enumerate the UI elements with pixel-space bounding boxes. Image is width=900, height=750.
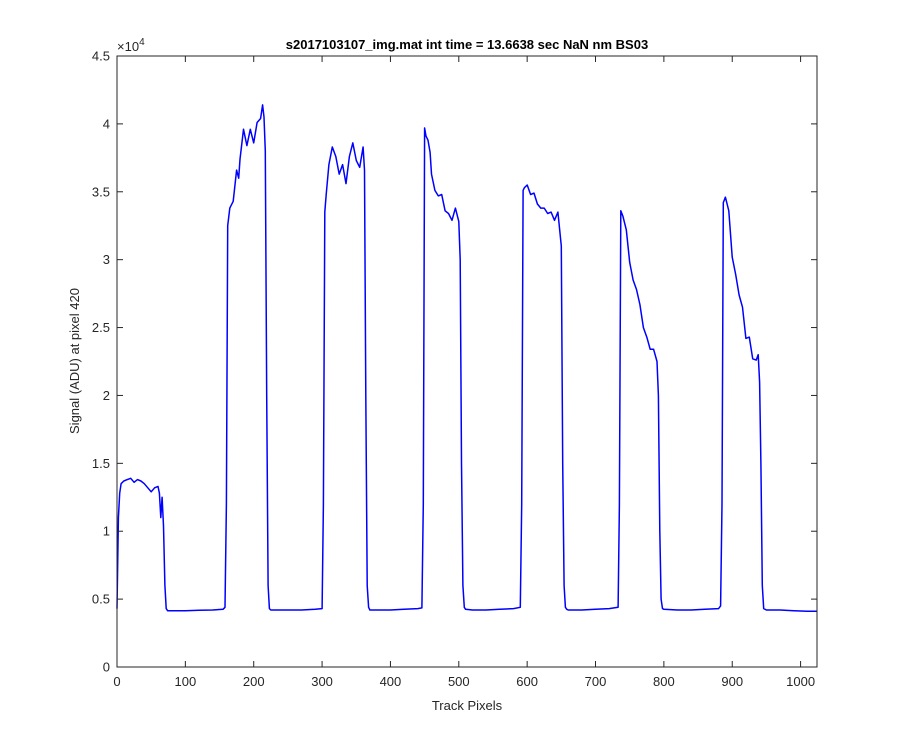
y-tick-label: 3 — [103, 252, 110, 267]
y-axis: 0 0.5 1 1.5 2 2.5 3 3.5 4 4.5 — [92, 49, 817, 675]
x-tick-label: 900 — [721, 674, 743, 689]
y-tick-label: 3.5 — [92, 184, 110, 199]
y-tick-label: 1.5 — [92, 456, 110, 471]
x-tick-label: 600 — [516, 674, 538, 689]
y-tick-label: 2 — [103, 388, 110, 403]
x-axis: 0 100 200 300 400 500 600 700 800 900 1000 — [113, 56, 815, 689]
x-tick-label: 400 — [380, 674, 402, 689]
y-tick-label: 1 — [103, 524, 110, 539]
axes-box — [116, 55, 818, 668]
x-tick-label: 0 — [113, 674, 120, 689]
x-tick-label: 1000 — [786, 674, 815, 689]
y-tick-label: 0.5 — [92, 592, 110, 607]
x-tick-label: 700 — [585, 674, 607, 689]
y-tick-label: 4 — [103, 116, 110, 131]
y-axis-label: Signal (ADU) at pixel 420 — [67, 288, 82, 434]
x-tick-label: 100 — [175, 674, 197, 689]
x-tick-label: 200 — [243, 674, 265, 689]
chart-title: s2017103107_img.mat int time = 13.6638 s… — [286, 37, 648, 52]
x-tick-label: 300 — [311, 674, 333, 689]
y-exponent-base: ×10 — [117, 39, 139, 54]
series-line-0 — [116, 104, 817, 613]
x-axis-label: Track Pixels — [432, 698, 503, 713]
y-tick-label: 0 — [103, 660, 110, 675]
plot-area — [117, 56, 817, 667]
y-exponent-label: ×104 — [117, 37, 145, 54]
x-tick-label: 800 — [653, 674, 675, 689]
x-tick-label: 500 — [448, 674, 470, 689]
y-exponent-power: 4 — [139, 37, 145, 48]
y-tick-label: 2.5 — [92, 320, 110, 335]
y-tick-label: 4.5 — [92, 49, 110, 64]
series-layer — [116, 104, 817, 613]
